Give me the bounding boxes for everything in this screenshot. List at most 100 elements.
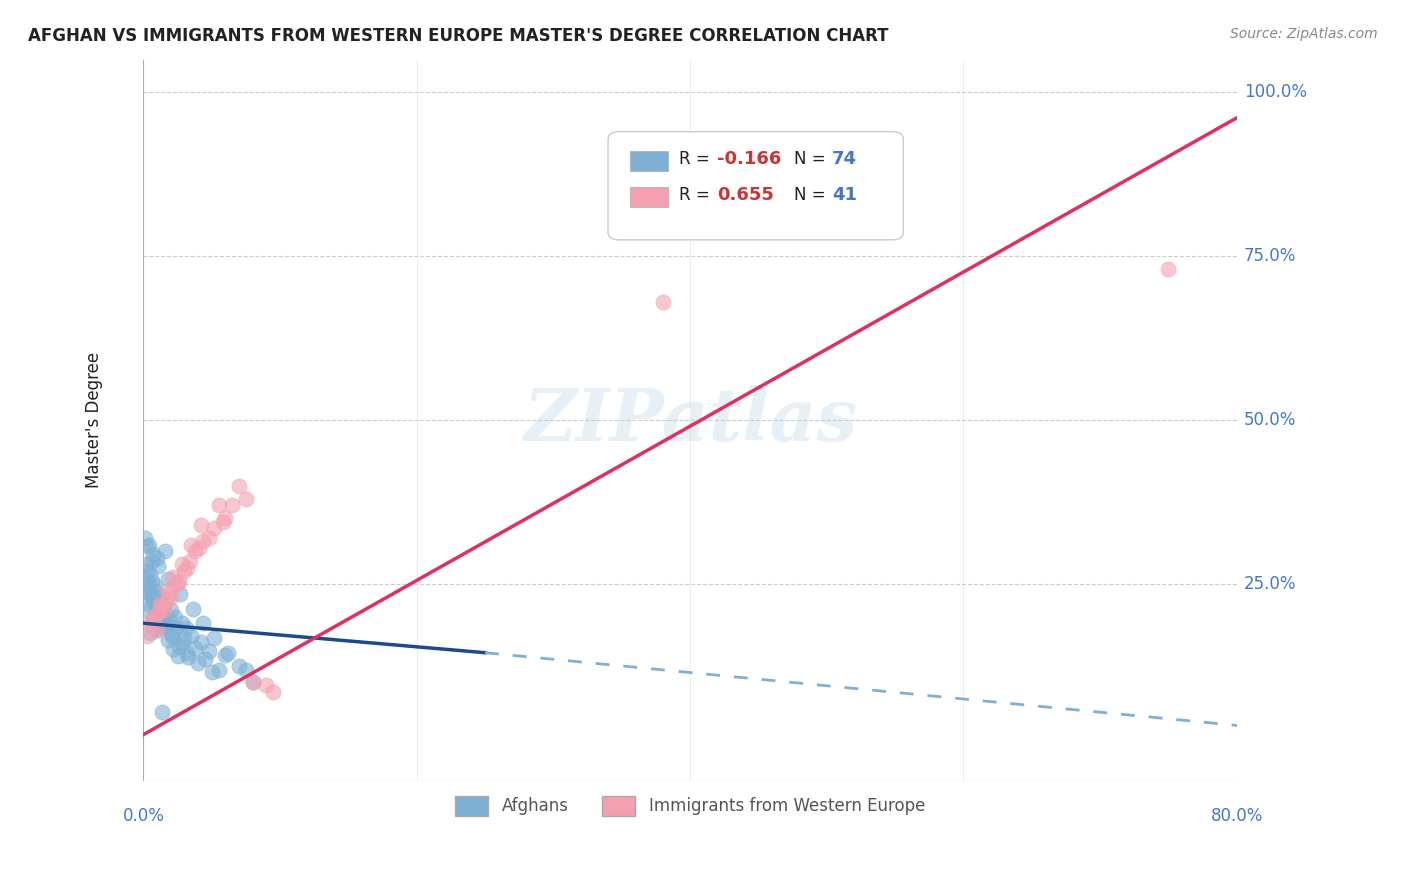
Point (136, 564, 159, 578)
Point (202, 631, 225, 645)
Point (162, 642, 184, 657)
Point (134, 570, 156, 584)
Point (202, 521, 225, 535)
Point (160, 629, 183, 643)
Point (221, 498, 243, 512)
Point (235, 491, 257, 506)
Point (242, 675, 264, 690)
Point (150, 607, 173, 621)
Point (146, 623, 169, 637)
Point (214, 511, 236, 525)
Text: 75.0%: 75.0% (1244, 247, 1296, 265)
Point (141, 554, 163, 568)
Point (156, 632, 179, 647)
Point (207, 498, 229, 512)
Point (1253, 249, 1275, 263)
Point (148, 558, 170, 573)
Point (167, 639, 190, 653)
Point (228, 658, 250, 673)
Point (190, 634, 212, 648)
Point (157, 587, 180, 601)
Point (141, 619, 163, 633)
Point (138, 580, 160, 594)
Point (228, 478, 250, 492)
Point (167, 574, 190, 588)
Point (177, 650, 200, 665)
Text: 0.655: 0.655 (717, 186, 775, 204)
Text: R =: R = (679, 186, 716, 204)
Point (134, 531, 156, 545)
Point (145, 584, 167, 599)
Point (159, 626, 181, 640)
Point (142, 593, 165, 607)
Point (159, 590, 181, 604)
Point (135, 583, 157, 598)
Point (159, 603, 181, 617)
Point (155, 617, 177, 632)
Text: 50.0%: 50.0% (1244, 411, 1296, 429)
Point (149, 602, 172, 616)
Text: Master's Degree: Master's Degree (86, 352, 103, 488)
Point (254, 678, 277, 692)
Point (149, 597, 172, 611)
Point (149, 619, 172, 633)
Point (162, 570, 184, 584)
Text: 25.0%: 25.0% (1244, 574, 1296, 593)
Point (153, 616, 176, 631)
Point (136, 577, 159, 591)
Text: 74: 74 (832, 150, 858, 168)
Text: -0.166: -0.166 (717, 150, 782, 168)
Point (198, 644, 221, 658)
Text: 80.0%: 80.0% (1211, 806, 1263, 825)
Point (152, 609, 174, 624)
Point (143, 609, 166, 624)
Text: N =: N = (794, 186, 831, 204)
Point (262, 685, 284, 699)
Point (174, 622, 197, 636)
Text: 0.0%: 0.0% (122, 806, 165, 825)
Point (181, 602, 204, 616)
Point (148, 603, 170, 617)
Point (165, 577, 187, 591)
Point (235, 664, 257, 678)
Point (136, 603, 159, 617)
Point (143, 591, 166, 606)
Point (176, 646, 198, 660)
Point (139, 587, 162, 601)
Point (153, 598, 176, 612)
Point (169, 587, 191, 601)
Point (166, 648, 188, 663)
Point (156, 583, 179, 598)
Point (139, 616, 162, 631)
Point (142, 613, 165, 627)
Point (242, 675, 264, 690)
Point (141, 574, 163, 588)
FancyBboxPatch shape (630, 151, 668, 171)
Point (145, 599, 167, 614)
Point (136, 629, 159, 643)
Point (180, 538, 202, 552)
Point (201, 665, 224, 680)
Legend: Afghans, Immigrants from Western Europe: Afghans, Immigrants from Western Europe (449, 789, 932, 822)
Point (155, 593, 177, 607)
Text: ZIPatlas: ZIPatlas (523, 384, 858, 456)
Point (143, 578, 166, 592)
Point (198, 531, 221, 545)
Point (214, 648, 236, 662)
FancyBboxPatch shape (607, 132, 903, 240)
Point (156, 572, 179, 586)
Point (187, 656, 209, 670)
Point (146, 550, 169, 565)
Text: 100.0%: 100.0% (1244, 83, 1306, 102)
Point (153, 613, 176, 627)
Point (193, 534, 215, 549)
Point (153, 544, 176, 558)
Point (211, 515, 233, 529)
Point (135, 558, 157, 572)
Point (173, 564, 195, 578)
Point (136, 539, 159, 553)
Point (173, 631, 195, 645)
Point (176, 560, 198, 574)
Point (217, 646, 239, 660)
Point (142, 548, 165, 562)
